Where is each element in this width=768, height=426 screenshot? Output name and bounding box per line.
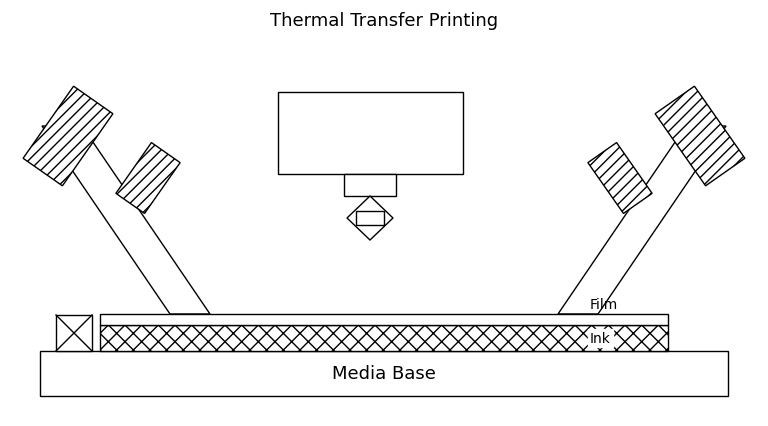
Text: Thermal Printhead: Thermal Printhead — [292, 125, 445, 143]
Polygon shape — [42, 127, 210, 314]
Bar — [56, 315, 92, 351]
Polygon shape — [558, 127, 726, 314]
Polygon shape — [588, 143, 652, 214]
Polygon shape — [116, 143, 180, 214]
Text: Ink: Ink — [590, 331, 611, 345]
Polygon shape — [23, 87, 113, 186]
Text: Thermal Transfer Printing: Thermal Transfer Printing — [270, 12, 498, 30]
Bar — [278, 93, 463, 175]
Bar — [344, 175, 396, 196]
Text: Media Base: Media Base — [332, 365, 436, 383]
Bar — [356, 211, 384, 225]
Bar — [100, 314, 668, 325]
Bar — [40, 351, 728, 396]
Polygon shape — [655, 87, 745, 186]
Text: Film: Film — [590, 297, 618, 311]
Polygon shape — [347, 196, 393, 240]
Bar — [100, 325, 668, 351]
